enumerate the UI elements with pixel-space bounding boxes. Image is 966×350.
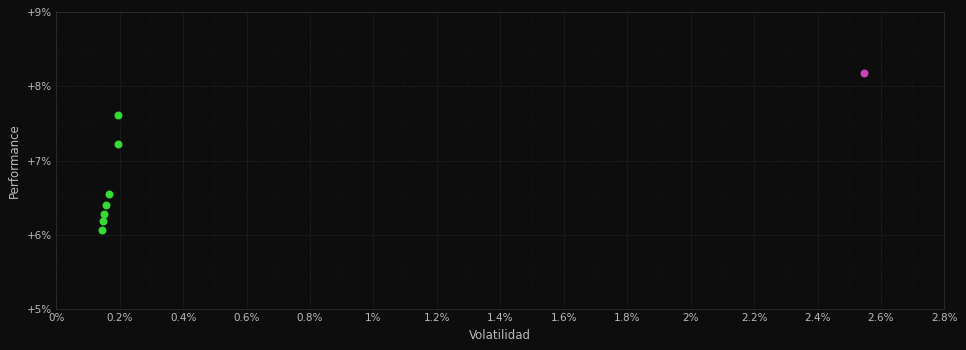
Point bbox=[96, 219, 111, 224]
X-axis label: Volatilidad: Volatilidad bbox=[469, 329, 531, 342]
Point bbox=[97, 211, 112, 217]
Point bbox=[99, 202, 114, 208]
Point bbox=[856, 70, 871, 76]
Point bbox=[100, 191, 116, 197]
Point bbox=[95, 227, 110, 232]
Point bbox=[110, 141, 126, 147]
Point bbox=[110, 112, 126, 118]
Y-axis label: Performance: Performance bbox=[9, 123, 21, 198]
